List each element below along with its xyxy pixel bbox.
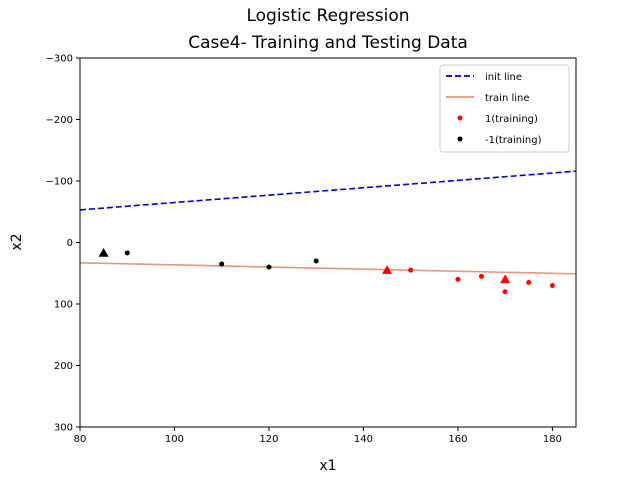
chart-title-line-2: Case4- Training and Testing Data <box>188 33 468 53</box>
legend-box <box>439 64 570 153</box>
x-axis-label: x1 <box>319 458 336 474</box>
y-tick-label: −100 <box>46 177 73 188</box>
data-point-triangle <box>500 274 511 284</box>
data-point <box>479 273 485 279</box>
data-point <box>526 279 532 285</box>
x-tick-label: 140 <box>354 434 373 445</box>
init-line <box>80 170 576 211</box>
data-point <box>549 283 555 289</box>
y-tick-label: 100 <box>54 300 73 311</box>
legend-class-1-marker <box>457 115 463 121</box>
x-axis: 80 100 120 140 160 180 <box>74 427 562 445</box>
data-point <box>219 261 225 267</box>
x-tick-label: 100 <box>165 434 184 445</box>
legend: init line train line 1(training) -1(trai… <box>439 64 570 153</box>
x-tick-label: 160 <box>448 434 467 445</box>
data-point <box>408 267 414 273</box>
legend-train-line-label: train line <box>485 93 530 104</box>
y-tick-label: 300 <box>54 423 73 434</box>
legend-class-neg1-marker <box>457 136 463 142</box>
x-tick-label: 180 <box>543 434 562 445</box>
y-tick-label: 200 <box>54 361 73 372</box>
y-axis-label: x2 <box>9 233 25 250</box>
data-point-triangle <box>98 247 109 257</box>
data-point <box>266 264 272 270</box>
data-point <box>455 276 461 282</box>
x-tick-label: 80 <box>74 434 87 445</box>
lines-layer <box>80 170 576 275</box>
chart-title-line-1: Logistic Regression <box>246 6 409 26</box>
plot-frame <box>79 57 577 428</box>
x-tick-label: 120 <box>259 434 278 445</box>
legend-class-1-label: 1(training) <box>485 114 538 125</box>
data-point <box>313 258 319 264</box>
y-tick-label: −300 <box>46 54 73 65</box>
data-point-triangle <box>382 265 393 274</box>
data-point <box>502 289 508 295</box>
train-line <box>80 261 576 275</box>
y-tick-label: −200 <box>46 115 73 126</box>
legend-init-line-label: init line <box>485 72 522 83</box>
legend-class-neg1-label: -1(training) <box>485 135 542 146</box>
y-axis: −300 −200 −100 0 100 200 300 <box>46 54 80 434</box>
points-layer <box>98 247 555 295</box>
data-point <box>124 250 130 256</box>
y-tick-label: 0 <box>67 238 73 249</box>
